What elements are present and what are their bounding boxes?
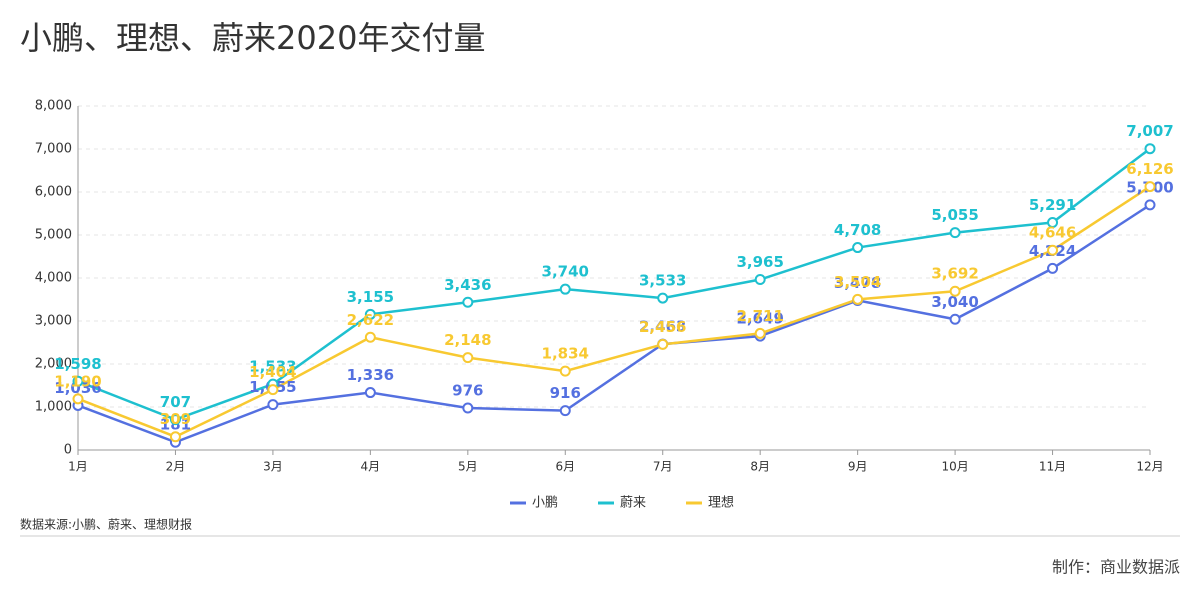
data-label: 1,036 <box>54 379 101 397</box>
data-point <box>462 402 474 414</box>
data-point <box>1144 199 1156 211</box>
data-point <box>72 393 84 405</box>
x-tick-label: 11月 <box>1039 460 1066 474</box>
data-point <box>754 327 766 339</box>
data-label: 309 <box>160 410 191 428</box>
y-tick-label: 4,000 <box>35 271 72 286</box>
data-point <box>1047 216 1059 228</box>
data-label: 6,126 <box>1126 160 1173 178</box>
x-tick-label: 5月 <box>458 460 478 474</box>
data-label: 1,834 <box>542 345 589 363</box>
y-tick-label: 8,000 <box>35 99 72 114</box>
x-tick-label: 10月 <box>941 460 968 474</box>
data-label: 3,692 <box>931 265 978 283</box>
data-label: 916 <box>550 384 581 402</box>
data-label: 2,148 <box>444 331 491 349</box>
data-point <box>72 375 84 387</box>
data-point <box>1047 262 1059 274</box>
data-point <box>1144 181 1156 193</box>
data-point <box>852 293 864 305</box>
data-point <box>1047 244 1059 256</box>
data-label: 5,055 <box>931 206 978 224</box>
x-tick-label: 3月 <box>263 460 283 474</box>
x-tick-label: 1月 <box>68 460 88 474</box>
data-point <box>657 338 669 350</box>
data-label: 2,649 <box>736 310 783 328</box>
x-tick-label: 8月 <box>750 460 770 474</box>
data-label: 976 <box>452 382 483 400</box>
data-label: 3,155 <box>347 288 394 306</box>
x-tick-label: 2月 <box>166 460 186 474</box>
data-label: 5,291 <box>1029 196 1076 214</box>
data-label: 3,533 <box>639 272 686 290</box>
data-label: 2,622 <box>347 311 394 329</box>
data-point <box>754 274 766 286</box>
data-point <box>852 242 864 254</box>
y-tick-label: 1,000 <box>35 400 72 415</box>
data-label: 707 <box>160 393 191 411</box>
y-tick-label: 2,000 <box>35 357 72 372</box>
data-point <box>364 387 376 399</box>
data-point <box>169 414 181 426</box>
x-tick-label: 4月 <box>361 460 381 474</box>
data-point <box>949 313 961 325</box>
data-point <box>1144 143 1156 155</box>
data-point <box>267 384 279 396</box>
y-tick-label: 5,000 <box>35 228 72 243</box>
data-label: 7,007 <box>1126 122 1173 140</box>
data-point <box>364 308 376 320</box>
data-point <box>949 285 961 297</box>
credit: 制作：商业数据派 <box>1052 558 1180 577</box>
data-label: 3,478 <box>834 274 881 292</box>
legend-label: 理想 <box>708 495 734 511</box>
data-point <box>364 331 376 343</box>
series-line <box>77 147 1151 421</box>
data-point <box>949 227 961 239</box>
data-label: 1,336 <box>347 366 394 384</box>
y-tick-label: 0 <box>64 443 72 458</box>
data-point <box>462 352 474 364</box>
data-label: 1,404 <box>249 363 296 381</box>
data-label: 1,598 <box>54 355 101 373</box>
data-point <box>267 399 279 411</box>
series-line <box>77 185 1151 439</box>
chart-title: 小鹏、理想、蔚来2020年交付量 <box>20 19 485 57</box>
data-point <box>462 296 474 308</box>
data-label: 2,711 <box>736 307 783 325</box>
data-label: 2,456 <box>639 318 686 336</box>
data-label: 3,965 <box>736 253 783 271</box>
data-label: 3,504 <box>834 273 881 291</box>
data-point <box>169 431 181 443</box>
data-point <box>559 405 571 417</box>
data-point <box>559 283 571 295</box>
data-point <box>657 292 669 304</box>
data-label: 4,708 <box>834 221 881 239</box>
data-label: 1,190 <box>54 372 101 390</box>
data-label: 2,463 <box>639 318 686 336</box>
y-tick-label: 6,000 <box>35 185 72 200</box>
data-label: 3,436 <box>444 276 491 294</box>
data-label: 3,040 <box>931 293 978 311</box>
x-tick-label: 12月 <box>1136 460 1163 474</box>
source-note: 数据来源:小鹏、蔚来、理想财报 <box>20 517 192 532</box>
x-tick-label: 7月 <box>653 460 673 474</box>
legend-label: 蔚来 <box>620 496 646 511</box>
y-tick-label: 7,000 <box>35 142 72 157</box>
data-label: 1,533 <box>249 358 296 376</box>
data-label: 4,646 <box>1029 224 1076 242</box>
data-label: 3,740 <box>542 263 589 281</box>
series-line <box>77 203 1151 444</box>
y-tick-label: 3,000 <box>35 314 72 329</box>
x-tick-label: 6月 <box>555 460 575 474</box>
legend-label: 小鹏 <box>532 496 558 511</box>
x-tick-label: 9月 <box>848 460 868 474</box>
data-point <box>559 365 571 377</box>
